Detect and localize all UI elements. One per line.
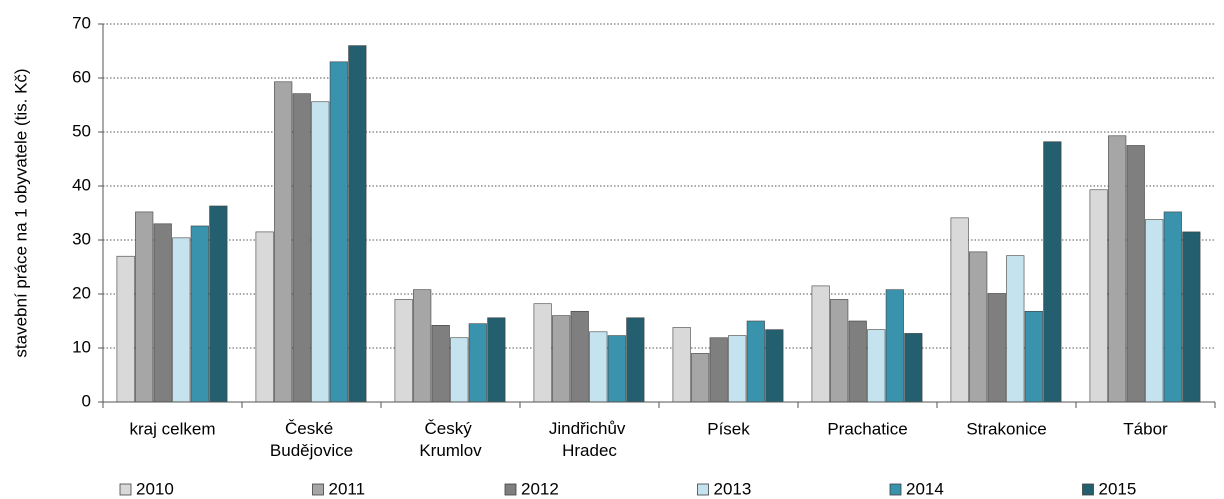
bar	[1182, 231, 1201, 403]
legend-label: 2014	[906, 479, 944, 498]
bar	[552, 315, 571, 403]
bar	[589, 331, 608, 403]
bar	[672, 327, 691, 403]
legend-label: 2011	[329, 479, 366, 498]
x-tick-label: Jindřichův Hradec	[549, 419, 630, 460]
y-tick-label: 40	[72, 175, 91, 194]
bar	[292, 93, 311, 403]
bar	[274, 81, 293, 403]
y-tick-label: 20	[72, 283, 91, 302]
x-tick-label: Tábor	[1123, 419, 1168, 438]
bar	[885, 289, 904, 403]
bar	[950, 217, 969, 403]
x-tick-label: České Budějovice	[270, 419, 353, 460]
bar	[607, 335, 626, 403]
bar	[904, 333, 923, 403]
bar	[1126, 145, 1145, 403]
bar	[1163, 211, 1182, 403]
y-tick-label: 10	[72, 337, 91, 356]
legend-label: 2010	[136, 479, 174, 498]
bar	[255, 231, 274, 403]
bar	[116, 255, 135, 403]
legend-label: 2015	[1099, 479, 1137, 498]
bar	[1043, 141, 1062, 403]
bar	[311, 101, 330, 403]
bar	[987, 293, 1006, 403]
bar	[394, 299, 413, 403]
bar	[190, 225, 209, 403]
bar	[691, 353, 710, 403]
bar	[431, 325, 450, 403]
y-tick-label: 50	[72, 121, 91, 140]
bar	[533, 303, 552, 403]
bar	[830, 299, 849, 403]
legend-swatch	[119, 483, 132, 496]
y-tick-label: 60	[72, 67, 91, 86]
bar	[1145, 219, 1164, 403]
bar	[570, 310, 589, 403]
bar	[450, 337, 469, 403]
bar	[709, 337, 728, 403]
bar	[135, 211, 154, 403]
y-tick-label: 30	[72, 229, 91, 248]
bar	[1006, 255, 1025, 403]
legend-label: 2013	[714, 479, 752, 498]
bar	[1089, 189, 1108, 403]
legend-swatch	[697, 483, 709, 496]
bar	[468, 323, 487, 403]
x-tick-label: kraj celkem	[130, 419, 216, 438]
bar	[728, 335, 747, 403]
bar	[1024, 310, 1043, 403]
bar	[811, 285, 830, 403]
bar	[329, 61, 348, 403]
bar	[1108, 135, 1127, 403]
legend-label: 2012	[521, 479, 559, 498]
bar	[153, 223, 172, 403]
bar	[487, 317, 506, 403]
bar	[867, 329, 886, 403]
bar	[746, 320, 765, 403]
legend-swatch	[504, 483, 517, 496]
bar	[765, 329, 784, 403]
bar	[969, 251, 988, 403]
legend-swatch	[889, 483, 902, 496]
legend-swatch	[312, 483, 324, 496]
y-tick-label: 70	[72, 13, 91, 32]
x-tick-label: Český Krumlov	[419, 419, 482, 460]
y-tick-label: 0	[82, 391, 91, 410]
bar	[209, 205, 228, 403]
legend-swatch	[1082, 483, 1094, 496]
x-tick-label: Prachatice	[827, 419, 907, 438]
bar	[348, 45, 367, 403]
x-tick-label: Strakonice	[966, 419, 1046, 438]
bar	[172, 237, 191, 403]
y-axis-label: stavební práce na 1 obyvatele (tis. Kč)	[11, 68, 30, 357]
bar	[626, 317, 645, 403]
x-tick-label: Písek	[707, 419, 750, 438]
bar	[848, 320, 867, 403]
bar	[413, 289, 432, 403]
